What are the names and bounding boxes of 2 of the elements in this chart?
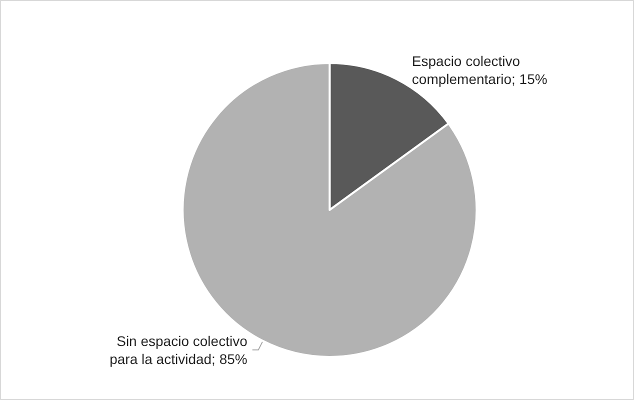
slice-label: Espacio colectivo complementario; 15% xyxy=(412,53,548,88)
slice-label: Sin espacio colectivo para la actividad; 85% xyxy=(110,332,248,367)
